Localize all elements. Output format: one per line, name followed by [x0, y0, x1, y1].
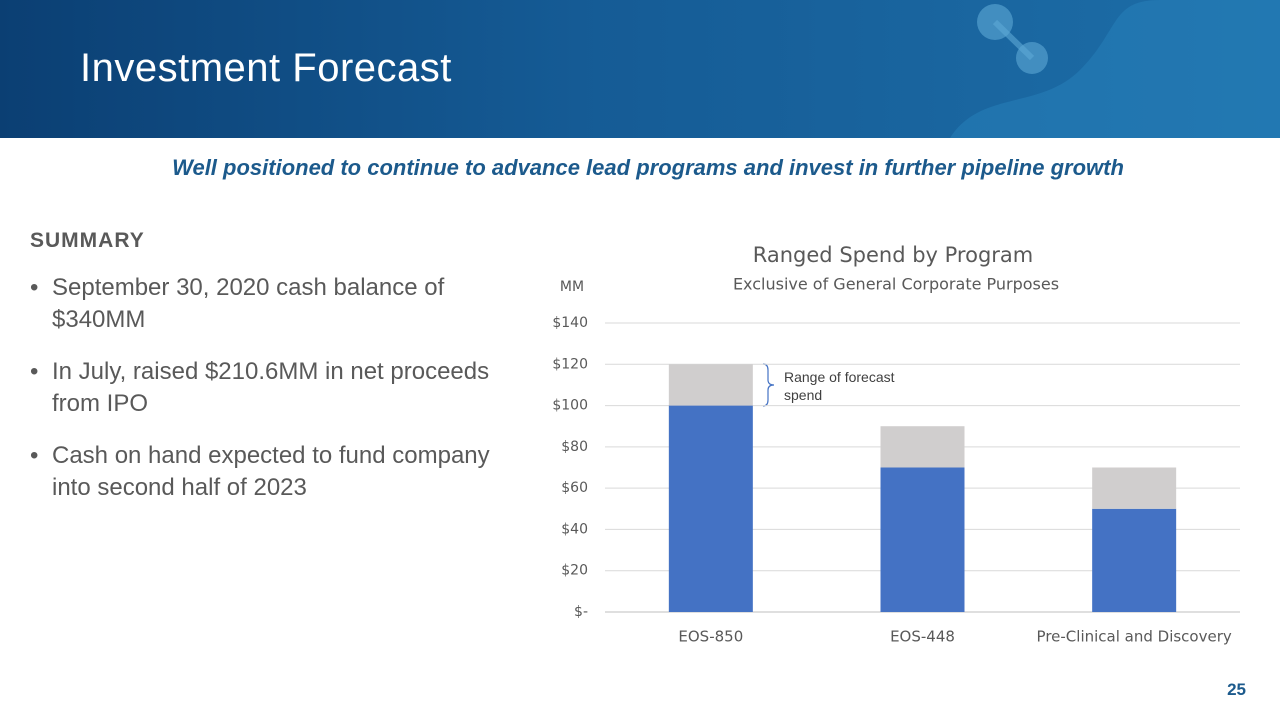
chart-subtitle: Exclusive of General Corporate Purposes: [733, 275, 1059, 294]
y-tick-label: $40: [561, 521, 588, 537]
y-tick-label: $20: [561, 563, 588, 579]
range-brace: [762, 363, 775, 407]
subtitle: Well positioned to continue to advance l…: [172, 155, 1124, 180]
bar-segment: [1092, 508, 1177, 612]
bullet: Cash on hand expected to fund company in…: [30, 440, 510, 504]
y-tick-label: $60: [561, 480, 588, 496]
summary-heading: SUMMARY: [30, 229, 145, 252]
y-tick-label: $80: [561, 439, 588, 455]
x-tick-label: EOS-448: [890, 628, 955, 646]
y-tick-label: $140: [552, 315, 588, 331]
bullet: In July, raised $210.6MM in net proceeds…: [30, 356, 510, 420]
header-band: Investment Forecast: [0, 0, 1280, 138]
header-decoration: [950, 0, 1280, 138]
slide-title: Investment Forecast: [80, 46, 452, 90]
chart-title: Ranged Spend by Program: [753, 243, 1034, 267]
bar-segment: [1092, 467, 1177, 509]
annotation: Range of forecast spend: [784, 369, 895, 403]
page-number: 25: [1227, 680, 1246, 699]
bar-segment: [880, 467, 965, 612]
y-tick-label: $120: [552, 356, 588, 372]
bar-segment: [668, 405, 753, 612]
bar-segment: [880, 426, 965, 468]
y-axis-label: MM: [560, 279, 584, 295]
x-tick-label: Pre-Clinical and Discovery: [1037, 628, 1232, 646]
bullet: September 30, 2020 cash balance of $340M…: [30, 272, 510, 336]
x-tick-label: EOS-850: [678, 628, 743, 646]
summary-list: September 30, 2020 cash balance of $340M…: [30, 272, 510, 524]
y-tick-label: $100: [552, 398, 588, 414]
y-tick-label: $-: [574, 604, 588, 620]
bar-segment: [668, 364, 753, 406]
